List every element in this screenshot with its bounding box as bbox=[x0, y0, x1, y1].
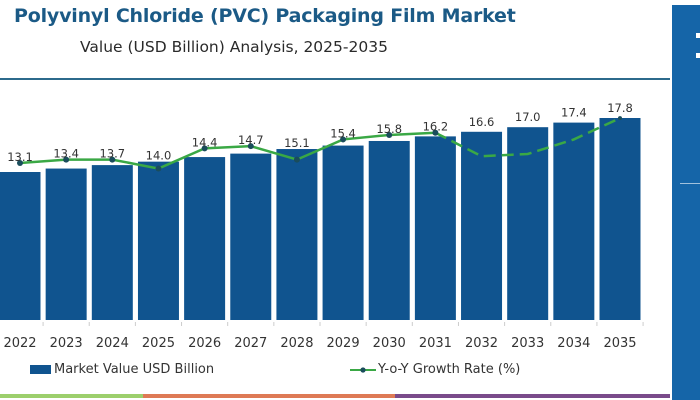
bar-2024 bbox=[91, 165, 133, 320]
chart-title: Polyvinyl Chloride (PVC) Packaging Film … bbox=[14, 5, 516, 27]
strip-segment-purple bbox=[395, 394, 670, 398]
bar-value-label: 17.8 bbox=[607, 101, 633, 115]
x-tick-label: 2023 bbox=[50, 336, 83, 351]
bar-2033 bbox=[507, 127, 549, 320]
growth-point-2027 bbox=[247, 143, 254, 150]
bar-2028 bbox=[276, 149, 318, 320]
bar-value-label: 13.7 bbox=[100, 147, 126, 161]
bottom-color-strip bbox=[0, 394, 670, 398]
bar-2023 bbox=[45, 168, 87, 320]
legend-item-market-value: Market Value USD Billion bbox=[30, 362, 214, 377]
side-panel-mark bbox=[696, 53, 700, 58]
bar-2025 bbox=[137, 161, 179, 320]
x-tick-label: 2034 bbox=[557, 336, 590, 351]
bar-2032 bbox=[461, 131, 503, 320]
growth-point-2023 bbox=[63, 156, 70, 163]
x-tick-label: 2035 bbox=[603, 336, 636, 351]
bar-value-label: 17.4 bbox=[561, 106, 587, 120]
strip-segment-green bbox=[0, 394, 143, 398]
bar-value-label: 15.8 bbox=[376, 122, 402, 136]
bar-2031 bbox=[414, 136, 456, 320]
growth-point-2030 bbox=[386, 131, 393, 138]
growth-point-2029 bbox=[340, 136, 347, 143]
growth-point-2025 bbox=[155, 165, 162, 172]
growth-point-2024 bbox=[109, 156, 116, 163]
growth-line-dashed bbox=[434, 117, 621, 158]
bar-value-label: 13.1 bbox=[7, 150, 33, 164]
x-tick-label: 2030 bbox=[373, 336, 406, 351]
growth-point-2022 bbox=[17, 159, 23, 166]
chart-plot: 13.1 13.4 13.7 14.0 14.4 14.7 15.1 15.4 15.8 16.2… bbox=[0, 101, 644, 351]
bar-value-label: 14.0 bbox=[146, 149, 172, 163]
x-tick-label: 2025 bbox=[142, 336, 175, 351]
growth-point-2026 bbox=[201, 145, 208, 152]
bar-value-label: 16.2 bbox=[423, 120, 449, 134]
bar-2026 bbox=[184, 157, 226, 320]
bar-value-label: 15.4 bbox=[330, 126, 356, 140]
growth-line-layer bbox=[17, 116, 622, 172]
x-tick-label: 2033 bbox=[511, 336, 544, 351]
side-panel-mark bbox=[696, 33, 700, 38]
x-tick-label: 2028 bbox=[280, 336, 313, 351]
x-tick-label: 2029 bbox=[327, 336, 360, 351]
x-tick-label: 2022 bbox=[3, 336, 36, 351]
bar-value-label: 14.7 bbox=[238, 133, 264, 147]
bar-2034 bbox=[553, 122, 595, 320]
bar-value-label: 14.4 bbox=[192, 135, 218, 149]
bar-2029 bbox=[322, 145, 364, 320]
side-panel bbox=[672, 5, 700, 400]
bar-value-label: 16.6 bbox=[469, 115, 495, 129]
legend-label: Market Value USD Billion bbox=[54, 362, 215, 377]
x-tick-label: 2031 bbox=[419, 336, 452, 351]
x-tick-label: 2032 bbox=[465, 336, 498, 351]
growth-point-2028 bbox=[293, 156, 300, 163]
x-tick-label: 2024 bbox=[96, 336, 129, 351]
header-divider bbox=[0, 78, 670, 80]
strip-segment-orange bbox=[143, 394, 395, 398]
chart-subtitle: Value (USD Billion) Analysis, 2025-2035 bbox=[80, 38, 388, 56]
growth-point-2035 bbox=[618, 116, 622, 121]
bar-2035 bbox=[599, 118, 641, 320]
legend-label: Y-o-Y Growth Rate (%) bbox=[378, 362, 521, 377]
bar-value-label: 17.0 bbox=[515, 110, 541, 124]
x-axis-ticks: 2022 2023 2024 2025 2026 2027 2028 2029 2030 2031… bbox=[3, 322, 644, 351]
bar-2022 bbox=[0, 172, 41, 320]
growth-line-solid bbox=[19, 131, 436, 170]
legend: Market Value USD Billion Y-o-Y Growth Ra… bbox=[0, 362, 670, 380]
bar-value-label: 13.4 bbox=[53, 147, 79, 161]
legend-bar-swatch bbox=[30, 365, 51, 374]
bar-2030 bbox=[368, 140, 410, 320]
side-panel-divider bbox=[680, 183, 700, 184]
bars-layer bbox=[0, 118, 641, 320]
bar-labels-layer: 13.1 13.4 13.7 14.0 14.4 14.7 15.1 15.4 15.8 16.2… bbox=[7, 101, 633, 164]
bar-value-label: 15.1 bbox=[284, 136, 310, 150]
bar-2027 bbox=[230, 153, 272, 320]
x-tick-label: 2027 bbox=[234, 336, 267, 351]
x-tick-label: 2026 bbox=[188, 336, 221, 351]
growth-point-2031 bbox=[432, 129, 439, 136]
legend-line-swatch bbox=[350, 366, 376, 373]
legend-item-growth-rate: Y-o-Y Growth Rate (%) bbox=[350, 362, 520, 377]
